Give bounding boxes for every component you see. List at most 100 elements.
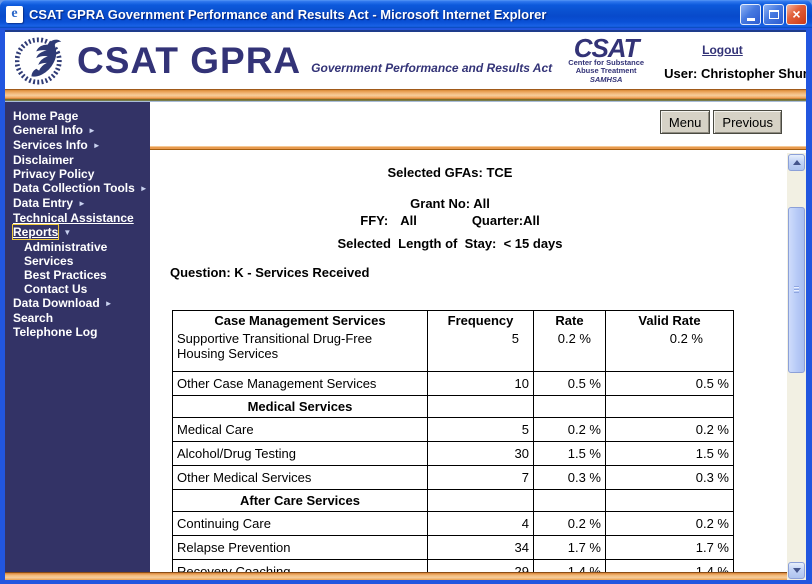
sidebar-item-reports[interactable]: Reports ▼ [5, 224, 150, 240]
services-table-body: Case Management Services Supportive Trans… [172, 310, 734, 572]
sidebar-item-label: Search [13, 311, 54, 325]
sidebar-item-administrative[interactable]: Administrative [5, 240, 150, 254]
frequency-cell: 30 [427, 441, 534, 466]
valid-rate-cell: 0.3 % [605, 465, 734, 490]
selected-gfas-line: Selected GFAs: TCE [387, 165, 513, 180]
rate-cell: 1.7 % [533, 535, 606, 560]
rate-cell: 0.3 % [533, 465, 606, 490]
sidebar-item-label: Disclaimer [13, 153, 74, 167]
section-row: Medical Services [172, 395, 734, 418]
frequency-cell: 7 [427, 465, 534, 490]
rate-cell: 1.4 % [533, 559, 606, 572]
close-button[interactable]: × [786, 3, 807, 25]
internet-explorer-icon: e [6, 5, 23, 23]
app-header: CSAT GPRA Government Performance and Res… [5, 32, 806, 89]
user-block: Logout User: Christopher Shumway [664, 41, 806, 81]
sidebar-item-privacy-policy[interactable]: Privacy Policy [5, 167, 150, 181]
ffy-value: All [400, 213, 417, 228]
sidebar-item-label: Best Practices [24, 268, 107, 282]
sidebar-nav: Home Page General Info ► Services Info ► Disc… [5, 102, 150, 572]
table-row: Continuing Care 4 0.2 % 0.2 % [172, 511, 734, 536]
sidebar-item-data-collection-tools[interactable]: Data Collection Tools ► [5, 181, 150, 196]
main-content: Menu Previous Selected GFAs: TCE Grant N… [150, 102, 806, 572]
ffy-label: FFY: [360, 213, 389, 228]
sidebar-item-label: Contact Us [24, 282, 88, 296]
sidebar-item-technical-assistance[interactable]: Technical Assistance [5, 211, 150, 225]
sidebar-item-services-info[interactable]: Services Info ► [5, 138, 150, 153]
vertical-scrollbar[interactable] [787, 153, 806, 580]
maximize-button[interactable] [763, 3, 784, 25]
sidebar-item-label: Services Info [13, 138, 88, 152]
scroll-up-button[interactable] [788, 154, 805, 171]
minimize-button[interactable] [740, 3, 761, 25]
window-controls: × [738, 3, 807, 25]
column-header: Rate [555, 313, 584, 328]
service-cell: Continuing Care [172, 511, 428, 536]
sidebar-item-home-page[interactable]: Home Page [5, 109, 150, 123]
sidebar-item-contact-us[interactable]: Contact Us [5, 282, 150, 296]
sidebar-item-data-download[interactable]: Data Download ► [5, 296, 150, 311]
grant-no-line: Grant No: All [410, 196, 490, 211]
service-cell: Alcohol/Drug Testing [172, 441, 428, 466]
hhs-logo [15, 36, 62, 85]
sidebar-item-label: Privacy Policy [13, 167, 95, 181]
csat-logo: CSAT Center for Substance Abuse Treatmen… [568, 33, 645, 84]
sidebar-item-best-practices[interactable]: Best Practices [5, 268, 150, 282]
user-label: User: Christopher Shumway [664, 65, 806, 81]
previous-button[interactable]: Previous [713, 110, 782, 134]
cell-value: Supportive Transitional Drug-Free Housin… [177, 331, 373, 361]
scroll-down-button[interactable] [788, 562, 805, 579]
frequency-cell: 4 [427, 511, 534, 536]
cell-value: 0.2 % [669, 331, 703, 346]
sidebar-item-services[interactable]: Services [5, 254, 150, 268]
valid-rate-cell: 1.7 % [605, 535, 734, 560]
sidebar-item-label: Technical Assistance [13, 211, 134, 225]
triangle-right-icon: ► [78, 199, 86, 208]
valid-rate-cell: 1.5 % [605, 441, 734, 466]
valid-rate-cell: Valid Rate 0.2 % [605, 310, 734, 372]
quarter-label: Quarter: [471, 213, 524, 228]
sidebar-item-general-info[interactable]: General Info ► [5, 123, 150, 138]
table-row: Other Case Management Services 10 0.5 % 0.5… [172, 371, 734, 396]
sidebar-item-label: Data Collection Tools [13, 181, 135, 195]
table-row: Recovery Coaching 29 1.4 % 1.4 % [172, 559, 734, 572]
frequency-cell: 5 [427, 417, 534, 442]
report-viewport: Selected GFAs: TCE Grant No: All FFY: All… [150, 150, 787, 572]
triangle-right-icon: ► [88, 126, 96, 135]
service-cell: Recovery Coaching [172, 559, 428, 572]
sidebar-item-disclaimer[interactable]: Disclaimer [5, 153, 150, 167]
service-cell: Medical Care [172, 417, 428, 442]
valid-rate-cell [605, 395, 734, 418]
service-cell: Other Case Management Services [172, 371, 428, 396]
logout-link[interactable]: Logout [702, 42, 743, 57]
scroll-thumb-grip [794, 286, 799, 293]
sidebar-item-data-entry[interactable]: Data Entry ► [5, 196, 150, 211]
service-cell: Medical Services [172, 395, 428, 418]
service-cell: Relapse Prevention [172, 535, 428, 560]
scroll-thumb[interactable] [788, 207, 805, 373]
brand: CSAT GPRA Government Performance and Res… [77, 39, 552, 81]
scroll-up-icon [792, 160, 801, 165]
sidebar-item-search[interactable]: Search [5, 311, 150, 325]
cell-value: 5 [511, 331, 519, 346]
sidebar-item-telephone-log[interactable]: Telephone Log [5, 325, 150, 339]
scroll-down-icon [792, 568, 801, 573]
menu-button[interactable]: Menu [659, 110, 711, 134]
triangle-right-icon: ► [139, 184, 148, 193]
report-criteria: Selected GFAs: TCE Grant No: All FFY: All… [150, 165, 750, 251]
valid-rate-cell: 0.2 % [605, 417, 734, 442]
rate-cell [533, 489, 606, 512]
close-icon: × [792, 6, 801, 22]
sidebar-item-label: Telephone Log [13, 325, 98, 339]
triangle-down-icon: ▼ [63, 228, 72, 237]
brand-title: CSAT GPRA [77, 39, 302, 81]
rate-cell: 1.5 % [533, 441, 606, 466]
valid-rate-cell: 0.5 % [605, 371, 734, 396]
title-bar: e CSAT GPRA Government Performance and R… [0, 0, 812, 28]
frequency-cell: 10 [427, 371, 534, 396]
column-header: Valid Rate [638, 313, 701, 328]
frequency-cell [427, 489, 534, 512]
rate-cell: 0.5 % [533, 371, 606, 396]
section-row: After Care Services [172, 489, 734, 512]
sidebar-item-label: Data Download [13, 296, 100, 310]
